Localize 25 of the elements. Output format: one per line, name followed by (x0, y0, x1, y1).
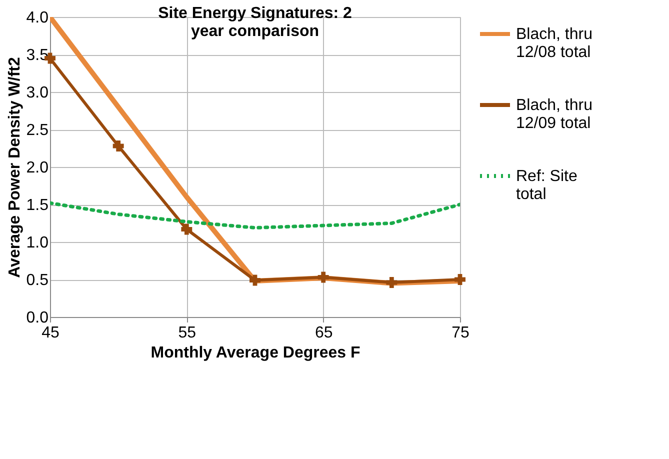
y-tick-label: 2.5 (26, 122, 49, 139)
point (181, 224, 192, 235)
point (250, 274, 260, 286)
x-axis-title: Monthly Average Degrees F (150, 344, 360, 362)
y-axis-title: Average Power Density W/ft2 (6, 57, 24, 278)
y-tick-label: 4.0 (26, 10, 49, 26)
y-tick-label: 0.0 (26, 310, 49, 326)
y-tick-label: 0.5 (26, 272, 49, 289)
point (454, 274, 466, 285)
y-tick-label: 1.0 (26, 234, 49, 252)
line-series (50, 201, 460, 230)
x-tick-label: 45 (42, 324, 60, 342)
y-tick-label: 3.0 (26, 84, 49, 102)
legend-label: Blach, thru 12/08 total (516, 26, 592, 61)
legend-label: Ref: Site total (516, 168, 578, 203)
x-tick-label: 55 (178, 324, 196, 342)
legend-label: Blach, thru 12/09 total (516, 97, 592, 132)
x-tick-label: 65 (314, 324, 333, 342)
y-tick-label: 2.0 (26, 160, 49, 176)
x-tick-label: 75 (452, 324, 470, 342)
point (112, 140, 124, 152)
point (318, 272, 329, 283)
y-tick-label: 1.5 (26, 197, 49, 214)
point (386, 277, 398, 288)
chart-title: Site Energy Signatures: 2 year comparison (158, 5, 352, 40)
